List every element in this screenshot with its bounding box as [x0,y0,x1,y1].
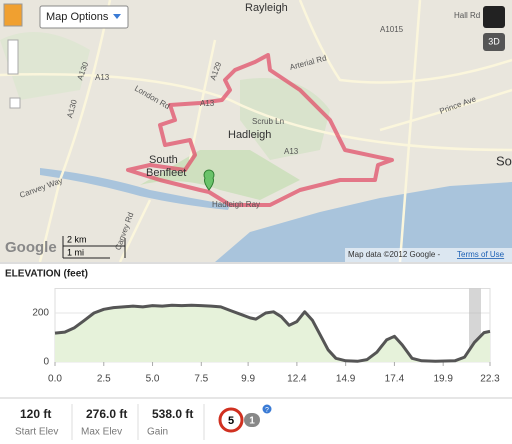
stat-label: Max Elev [81,427,122,438]
route [126,53,394,207]
map-options-label: Map Options [46,11,109,23]
road-label: A13 [284,147,299,156]
place-label: Benfleet [146,167,186,179]
x-tick-label: 22.3 [480,374,500,385]
attribution: Map data ©2012 Google - [348,250,441,259]
dropdown-arrow [113,14,121,19]
road-label: Hall Rd [454,11,480,20]
stat-value: 538.0 ft [152,407,193,421]
stat-value: 120 ft [20,407,51,421]
elevation-line [54,303,491,363]
stat-label: Gain [147,427,168,438]
google-logo: Google [5,239,57,256]
x-tick-label: 7.5 [194,374,208,385]
badge-icon[interactable] [218,407,244,433]
elevation-chart: 0 200 0.0 2.5 5.0 7.5 9.9 12.4 14.9 17.4 19.9 22.3 [32,288,500,385]
y-tick-label: 200 [32,308,49,319]
stat-label: Start Elev [15,427,58,438]
road-label: Scrub Ln [252,117,284,126]
badge-count: 5 [228,415,234,427]
stats: 120 ft Start Elev 276.0 ft Max Elev 538.0 ft… [15,404,205,440]
x-tick-label: 9.9 [241,374,255,385]
park [0,32,90,100]
fullscreen-button[interactable] [483,6,505,28]
badge-points: 1 [249,416,255,427]
x-tick-label: 12.4 [287,374,307,385]
x-tick-label: 14.9 [336,374,356,385]
badge-pill [244,413,260,427]
stat-value: 276.0 ft [86,407,127,421]
help-label: ? [265,407,269,414]
scale-metric: 2 km [67,234,87,244]
scale-bar [62,236,126,259]
layers-control[interactable] [9,97,21,109]
chart-title: ELEVATION (feet) [5,269,88,280]
help-icon[interactable] [262,404,272,414]
place-label: South [149,154,178,166]
x-tick-label: 19.9 [433,374,453,385]
pegman[interactable] [3,3,23,27]
water [215,182,512,262]
place-label: Hadleigh Ray [212,200,260,209]
x-tick-label: 2.5 [97,374,111,385]
place-label: Hadleigh [228,129,271,141]
view-3d-button[interactable] [483,33,505,51]
park [140,150,300,200]
road-label: A13 [200,99,215,108]
x-tick-label: 5.0 [146,374,160,385]
place-label: So [496,153,512,168]
scale-imperial: 1 mi [67,247,84,257]
map-options-button[interactable] [39,5,129,29]
y-tick-label: 0 [43,357,49,368]
attribution-bg [345,248,512,262]
creek [40,168,230,210]
x-tick-label: 0.0 [48,374,62,385]
view-3d-label: 3D [488,36,500,46]
start-marker[interactable] [203,169,215,191]
terms-link[interactable]: Terms of Use [457,250,505,259]
place-label: Rayleigh [245,2,288,14]
x-tick-label: 17.4 [385,374,405,385]
road-label: A1015 [380,25,404,34]
zoom-control[interactable] [7,39,19,75]
road-label: A13 [95,73,110,82]
